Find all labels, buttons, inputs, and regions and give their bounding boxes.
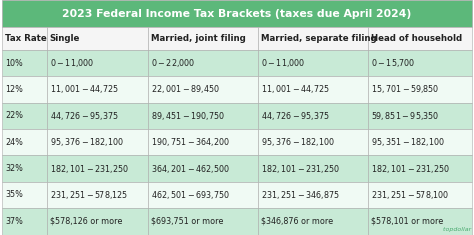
Bar xyxy=(148,129,258,155)
Bar xyxy=(2,50,47,76)
Bar xyxy=(258,50,368,76)
Text: $693,751 or more: $693,751 or more xyxy=(151,217,223,226)
Bar xyxy=(148,182,258,208)
Text: 35%: 35% xyxy=(5,190,23,200)
Bar xyxy=(148,103,258,129)
Bar xyxy=(47,208,148,235)
Bar xyxy=(258,155,368,182)
Bar xyxy=(2,155,47,182)
Text: $578,101 or more: $578,101 or more xyxy=(371,217,444,226)
Bar xyxy=(148,76,258,103)
Bar xyxy=(258,182,368,208)
Text: $0 - $22,000: $0 - $22,000 xyxy=(151,57,195,69)
Bar xyxy=(47,182,148,208)
Bar xyxy=(148,27,258,50)
Bar xyxy=(47,27,148,50)
Text: $364,201 - $462,500: $364,201 - $462,500 xyxy=(151,163,230,175)
Text: Tax Rate: Tax Rate xyxy=(5,34,47,43)
Bar xyxy=(47,155,148,182)
Bar xyxy=(368,208,472,235)
Bar xyxy=(368,155,472,182)
Text: 12%: 12% xyxy=(5,85,23,94)
Text: Married, joint filing: Married, joint filing xyxy=(151,34,246,43)
Bar xyxy=(2,182,47,208)
Bar xyxy=(368,129,472,155)
Text: $0 - $11,000: $0 - $11,000 xyxy=(261,57,305,69)
Text: Married, separate filing: Married, separate filing xyxy=(261,34,376,43)
Bar xyxy=(368,103,472,129)
Text: $182,101 - $231,250: $182,101 - $231,250 xyxy=(50,163,129,175)
Text: $190,751 - $364,200: $190,751 - $364,200 xyxy=(151,136,230,148)
Text: $15,701 - $59,850: $15,701 - $59,850 xyxy=(371,83,440,95)
Text: $462,501 - $693,750: $462,501 - $693,750 xyxy=(151,189,230,201)
Text: 32%: 32% xyxy=(5,164,23,173)
Text: 22%: 22% xyxy=(5,111,23,120)
Bar xyxy=(258,129,368,155)
Text: $182,101 - $231,250: $182,101 - $231,250 xyxy=(371,163,450,175)
Text: $578,126 or more: $578,126 or more xyxy=(50,217,122,226)
Bar xyxy=(47,103,148,129)
Bar xyxy=(368,76,472,103)
Text: $231,251 - $346,875: $231,251 - $346,875 xyxy=(261,189,340,201)
Text: $59,851 - $95,350: $59,851 - $95,350 xyxy=(371,110,440,122)
Bar xyxy=(258,27,368,50)
Text: $44,726 - $95,375: $44,726 - $95,375 xyxy=(261,110,329,122)
Bar xyxy=(368,182,472,208)
Bar xyxy=(47,76,148,103)
Bar xyxy=(368,50,472,76)
Text: Single: Single xyxy=(50,34,80,43)
Text: Head of household: Head of household xyxy=(371,34,462,43)
Bar xyxy=(148,208,258,235)
Bar xyxy=(368,27,472,50)
Text: $95,376 - $182,100: $95,376 - $182,100 xyxy=(261,136,335,148)
Text: $11,001 - $44,725: $11,001 - $44,725 xyxy=(50,83,118,95)
Text: $11,001 - $44,725: $11,001 - $44,725 xyxy=(261,83,329,95)
Text: $89,451 - $190,750: $89,451 - $190,750 xyxy=(151,110,225,122)
Text: 10%: 10% xyxy=(5,59,23,67)
Bar xyxy=(258,103,368,129)
Text: $0 - $15,700: $0 - $15,700 xyxy=(371,57,416,69)
Bar xyxy=(258,208,368,235)
Bar xyxy=(258,76,368,103)
Bar xyxy=(2,129,47,155)
Bar xyxy=(47,50,148,76)
Text: 24%: 24% xyxy=(5,138,23,147)
Bar xyxy=(2,208,47,235)
Bar xyxy=(2,0,472,27)
Bar xyxy=(148,50,258,76)
Bar xyxy=(2,27,47,50)
Bar xyxy=(148,155,258,182)
Bar xyxy=(47,129,148,155)
Text: $231,251 - $578,100: $231,251 - $578,100 xyxy=(371,189,449,201)
Bar xyxy=(2,103,47,129)
Text: $346,876 or more: $346,876 or more xyxy=(261,217,333,226)
Text: $95,351 - $182,100: $95,351 - $182,100 xyxy=(371,136,445,148)
Text: 2023 Federal Income Tax Brackets (taxes due April 2024): 2023 Federal Income Tax Brackets (taxes … xyxy=(63,9,411,19)
Text: $0 - $11,000: $0 - $11,000 xyxy=(50,57,94,69)
Text: $44,726 - $95,375: $44,726 - $95,375 xyxy=(50,110,118,122)
Text: $182,101 - $231,250: $182,101 - $231,250 xyxy=(261,163,340,175)
Text: $95,376 - $182,100: $95,376 - $182,100 xyxy=(50,136,124,148)
Text: $231,251 - $578,125: $231,251 - $578,125 xyxy=(50,189,128,201)
Text: $22,001 - $89,450: $22,001 - $89,450 xyxy=(151,83,219,95)
Bar xyxy=(2,76,47,103)
Text: topdollar: topdollar xyxy=(441,227,472,232)
Text: 37%: 37% xyxy=(5,217,23,226)
